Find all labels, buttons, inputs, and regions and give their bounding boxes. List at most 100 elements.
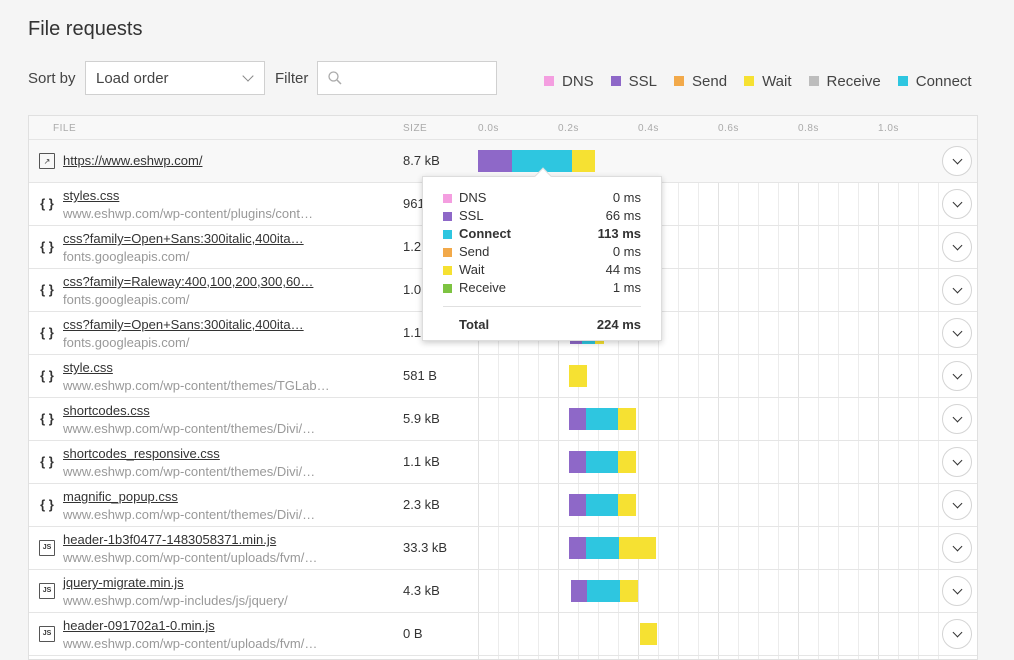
expand-row-button[interactable] bbox=[942, 447, 972, 477]
timing-bar-ssl[interactable] bbox=[570, 580, 587, 602]
tooltip-value: 44 ms bbox=[605, 262, 641, 277]
file-host: www.eshwp.com/wp-content/uploads/fvm/… bbox=[63, 550, 318, 565]
file-host: www.eshwp.com/wp-content/uploads/fvm/… bbox=[63, 636, 318, 651]
file-name-link[interactable]: https://www.eshwp.com/ bbox=[63, 153, 203, 168]
expand-row-button[interactable] bbox=[942, 576, 972, 606]
timeline-gridline bbox=[538, 140, 539, 659]
table-row[interactable]: { } magnific_popup.css www.eshwp.com/wp-co… bbox=[29, 484, 977, 527]
tooltip-swatch bbox=[443, 194, 452, 203]
legend-label: Wait bbox=[762, 72, 792, 90]
timeline-gridline bbox=[778, 140, 779, 659]
chevron-down-icon bbox=[952, 283, 963, 294]
timeline-gridline bbox=[898, 140, 899, 659]
file-host: fonts.googleapis.com/ bbox=[63, 335, 190, 350]
timeline-tick: 0.6s bbox=[718, 123, 739, 134]
expand-row-button[interactable] bbox=[942, 490, 972, 520]
file-name-link[interactable]: styles.css bbox=[63, 188, 120, 203]
timing-bar-wait[interactable] bbox=[618, 408, 636, 430]
table-row[interactable]: { } style.css www.eshwp.com/wp-content/the… bbox=[29, 355, 977, 398]
expand-row-button[interactable] bbox=[942, 189, 972, 219]
table-row[interactable]: JS jquery-migrate.min.js www.eshwp.com/wp-… bbox=[29, 570, 977, 613]
css-file-icon: { } bbox=[40, 411, 54, 426]
legend-label: Receive bbox=[826, 72, 881, 90]
timing-bar-connect[interactable] bbox=[586, 537, 619, 559]
timing-bar-wait[interactable] bbox=[618, 451, 636, 473]
legend: DNS SSL Send Wait Receive Connect bbox=[544, 72, 972, 90]
css-file-icon: { } bbox=[40, 497, 54, 512]
expand-row-button[interactable] bbox=[942, 533, 972, 563]
legend-swatch bbox=[808, 76, 819, 86]
chevron-down-icon bbox=[242, 70, 254, 82]
expand-row-button[interactable] bbox=[942, 232, 972, 262]
legend-swatch bbox=[674, 76, 685, 86]
timing-bar-ssl[interactable] bbox=[569, 408, 586, 430]
legend-swatch bbox=[744, 76, 755, 86]
chevron-down-icon bbox=[952, 412, 963, 423]
file-name-link[interactable]: css?family=Raleway:400,100,200,300,60… bbox=[63, 274, 314, 289]
legend-swatch bbox=[610, 76, 621, 86]
file-name-link[interactable]: shortcodes.css bbox=[63, 403, 150, 418]
tooltip-value: 113 ms bbox=[597, 226, 641, 241]
timeline-gridline bbox=[918, 140, 919, 659]
timing-bar-connect[interactable] bbox=[512, 150, 572, 172]
table-row[interactable]: JS header-091702a1-0.min.js www.eshwp.com/… bbox=[29, 613, 977, 656]
timing-bar-wait[interactable] bbox=[640, 623, 658, 645]
file-name-link[interactable]: magnific_popup.css bbox=[63, 489, 178, 504]
legend-label: DNS bbox=[562, 72, 594, 90]
file-name-link[interactable]: css?family=Open+Sans:300italic,400ita… bbox=[63, 317, 304, 332]
filter-input[interactable] bbox=[348, 67, 493, 89]
expand-row-button[interactable] bbox=[942, 275, 972, 305]
tooltip-label: Send bbox=[459, 244, 490, 259]
column-header-size: SIZE bbox=[403, 123, 428, 134]
file-name-link[interactable]: header-091702a1-0.min.js bbox=[63, 618, 215, 633]
chevron-down-icon bbox=[952, 326, 963, 337]
timing-bar-wait[interactable] bbox=[569, 365, 587, 387]
legend-item-ssl: SSL bbox=[610, 72, 657, 90]
timeline-tick: 0.8s bbox=[798, 123, 819, 134]
timeline-gridline bbox=[518, 140, 519, 659]
timing-bar-wait[interactable] bbox=[572, 150, 596, 172]
legend-label: Connect bbox=[915, 72, 972, 90]
timing-bar-connect[interactable] bbox=[586, 408, 618, 430]
timing-bar-connect[interactable] bbox=[586, 451, 618, 473]
css-file-icon: { } bbox=[40, 282, 54, 297]
file-host: www.eshwp.com/wp-content/themes/TGLab… bbox=[63, 378, 330, 393]
timing-bar-wait[interactable] bbox=[620, 580, 638, 602]
expand-row-button[interactable] bbox=[942, 404, 972, 434]
tooltip-label: Receive bbox=[459, 280, 506, 295]
expand-row-button[interactable] bbox=[942, 619, 972, 649]
file-name-link[interactable]: style.css bbox=[63, 360, 113, 375]
tooltip-swatch bbox=[443, 248, 452, 257]
timeline-gridline bbox=[818, 140, 819, 659]
tooltip-row-ssl: SSL 66 ms bbox=[443, 208, 641, 226]
timing-bar-wait[interactable] bbox=[618, 537, 656, 559]
expand-row-button[interactable] bbox=[942, 361, 972, 391]
table-row[interactable]: { } shortcodes_responsive.css www.eshwp.co… bbox=[29, 441, 977, 484]
legend-item-wait: Wait bbox=[744, 72, 792, 90]
tooltip-swatch bbox=[443, 230, 452, 239]
expand-row-button[interactable] bbox=[942, 318, 972, 348]
timing-bar-ssl[interactable] bbox=[569, 537, 586, 559]
expand-row-button[interactable] bbox=[942, 146, 972, 176]
file-name-link[interactable]: css?family=Open+Sans:300italic,400ita… bbox=[63, 231, 304, 246]
timeline-gridline bbox=[758, 140, 759, 659]
timing-bar-wait[interactable] bbox=[618, 494, 636, 516]
timing-bar-ssl[interactable] bbox=[478, 150, 513, 172]
sort-select[interactable]: Load order bbox=[85, 61, 265, 95]
timing-bar-connect[interactable] bbox=[586, 494, 618, 516]
timing-bar-ssl[interactable] bbox=[569, 451, 586, 473]
table-row[interactable]: JS header-1b3f0477-1483058371.min.js www.e… bbox=[29, 527, 977, 570]
table-row[interactable]: { } css?family=Open+Sans:300italic,400ita… bbox=[29, 312, 977, 355]
timing-bar-ssl[interactable] bbox=[569, 494, 586, 516]
timeline-gridline bbox=[598, 140, 599, 659]
tooltip-label: SSL bbox=[459, 208, 484, 223]
legend-swatch bbox=[897, 76, 908, 86]
table-row[interactable]: { } shortcodes.css www.eshwp.com/wp-conten… bbox=[29, 398, 977, 441]
file-name-link[interactable]: shortcodes_responsive.css bbox=[63, 446, 220, 461]
chevron-down-icon bbox=[952, 154, 963, 165]
file-name-link[interactable]: jquery-migrate.min.js bbox=[63, 575, 184, 590]
timing-bar-connect[interactable] bbox=[586, 580, 620, 602]
timeline-gridline bbox=[858, 140, 859, 659]
filter-field[interactable] bbox=[317, 61, 497, 95]
file-name-link[interactable]: header-1b3f0477-1483058371.min.js bbox=[63, 532, 277, 547]
